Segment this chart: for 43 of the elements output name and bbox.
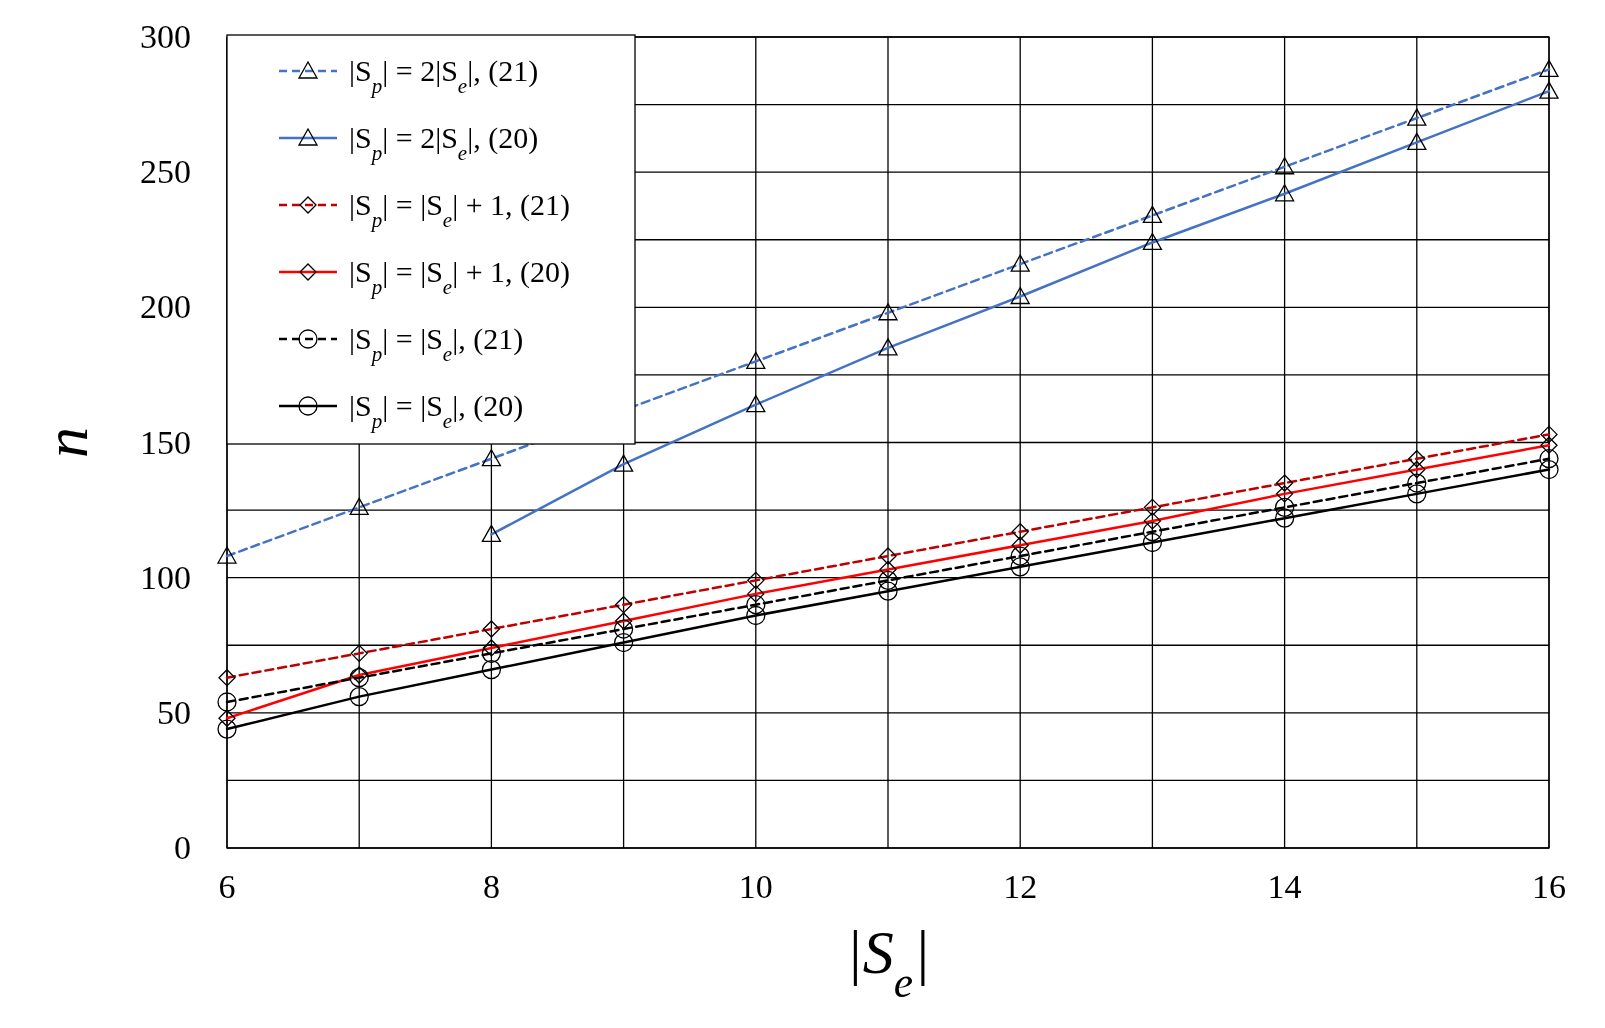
point	[746, 595, 766, 615]
point	[878, 570, 898, 591]
point	[746, 605, 766, 626]
x-tick-label: 12	[1003, 868, 1038, 905]
point	[349, 668, 369, 688]
point	[1142, 522, 1163, 542]
y-tick-label: 250	[140, 153, 191, 191]
point	[1407, 473, 1427, 493]
y-tick-label: 50	[157, 693, 191, 731]
point	[1010, 546, 1030, 566]
point	[1539, 449, 1559, 469]
legend-label: |S$_{p}$| = 2|S$_{e}$|, (21)	[349, 54, 539, 98]
x-tick-label: 16	[1532, 868, 1566, 905]
x-axis-title: |S$_{e}$|	[845, 918, 931, 1006]
y-tick-label: 100	[140, 558, 191, 596]
point	[1274, 508, 1295, 528]
point	[1274, 497, 1295, 518]
legend-label: |S$_{p}$| = |S$_{e}$|, (20)	[349, 389, 524, 433]
y-tick-label: 200	[140, 288, 191, 326]
point	[481, 659, 502, 680]
y-axis-title: n	[32, 427, 100, 458]
point	[217, 692, 237, 712]
legend-label: |S$_{p}$| = |S$_{e}$| + 1, (21)	[349, 188, 571, 232]
legend-label: |S$_{p}$| = |S$_{e}$| + 1, (20)	[349, 255, 571, 299]
point	[1539, 459, 1559, 480]
legend-label: |S$_{p}$| = |S$_{e}$|, (21)	[349, 322, 524, 366]
x-tick-label: 14	[1267, 868, 1302, 905]
point	[349, 686, 369, 707]
point	[217, 719, 237, 739]
point	[613, 619, 634, 639]
point	[1142, 532, 1163, 553]
point	[481, 643, 502, 664]
x-tick-label: 6	[218, 868, 236, 905]
legend-label: |S$_{p}$| = 2|S$_{e}$|, (20)	[349, 121, 539, 165]
point	[1010, 557, 1030, 577]
x-tick-label: 10	[738, 868, 773, 905]
point	[1407, 484, 1427, 504]
y-tick-label: 0	[174, 829, 191, 866]
point	[613, 632, 634, 653]
x-tick-label: 8	[482, 868, 500, 905]
y-tick-label: 150	[140, 423, 191, 461]
point	[878, 581, 898, 601]
y-tick-label: 300	[140, 18, 191, 55]
